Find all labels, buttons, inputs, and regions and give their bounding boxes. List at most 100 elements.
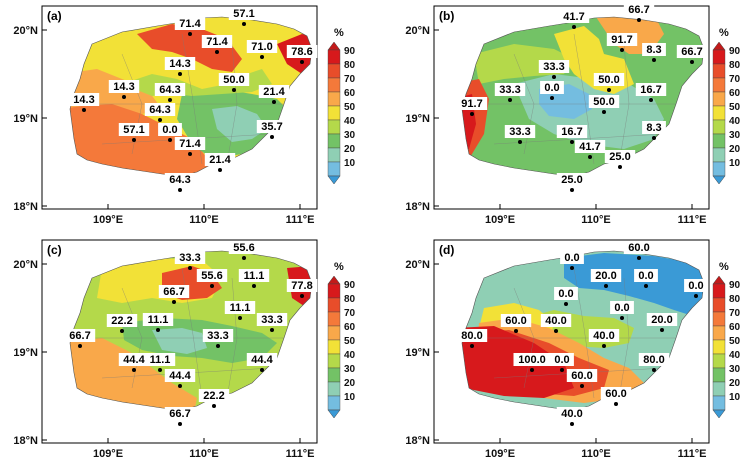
station-label-bg <box>118 353 150 366</box>
station-marker <box>649 98 653 102</box>
colorbar-segment <box>712 119 726 135</box>
colorbar-unit: % <box>334 27 344 39</box>
colorbar-unit: % <box>334 261 344 273</box>
station-marker <box>270 135 274 139</box>
map-panel: 33.355.655.6 11.177.866.722.2 11.111.133.3… <box>13 239 356 460</box>
colorbar-segment <box>712 147 726 163</box>
colorbar-segment <box>327 325 341 341</box>
station-value: 0.0 <box>558 288 573 300</box>
station-label-bg <box>258 85 290 98</box>
station-value: 91.7 <box>461 98 482 110</box>
island-map: 33.355.655.6 11.177.866.722.2 11.111.133.3… <box>64 241 318 426</box>
colorbar-tick-label: 40 <box>344 116 356 127</box>
colorbar-tick-label: 30 <box>344 364 356 375</box>
station-label-bg <box>238 269 270 282</box>
station-value: 16.7 <box>640 84 661 96</box>
station-value: 33.3 <box>543 61 564 73</box>
station-label-bg <box>556 125 588 138</box>
station-label-bg <box>642 121 666 134</box>
x-tick-label: 109°E <box>93 448 123 460</box>
x-tick-label: 110°E <box>581 214 610 226</box>
y-tick-label: 18°N <box>13 201 38 213</box>
station-marker <box>178 384 182 388</box>
station-value: 0.0 <box>544 82 559 94</box>
station-marker <box>508 98 512 102</box>
colorbar-tick-label: 10 <box>729 158 741 169</box>
station-value: 55.6 <box>201 270 222 282</box>
x-tick-label: 110°E <box>189 214 218 226</box>
station-value: 22.2 <box>203 390 224 402</box>
station-marker <box>82 108 86 112</box>
station-marker <box>570 266 574 270</box>
station-label-bg <box>634 269 658 282</box>
station-marker <box>132 368 136 372</box>
station-value: 33.3 <box>261 314 282 326</box>
station-label-bg <box>556 407 588 420</box>
station-marker <box>272 100 276 104</box>
station-label-bg <box>198 389 230 402</box>
station-label-bg <box>164 407 196 420</box>
colorbar-top-arrow <box>712 41 726 51</box>
station-label-bg <box>164 57 196 70</box>
colorbar-top-arrow <box>327 275 341 285</box>
station-marker <box>660 328 664 332</box>
station-label-bg <box>504 125 536 138</box>
colorbar-tick-label: 90 <box>344 46 356 57</box>
map-panel: 41.7 66.7 91.7 8.3 66.7 33.3 33.3 0.0 50.0 16.7 91… <box>405 3 741 226</box>
station-value: 50.0 <box>598 74 619 86</box>
station-marker <box>178 422 182 426</box>
station-label-bg <box>174 137 206 150</box>
station-label-bg <box>684 279 708 292</box>
colorbar-tick-label: 50 <box>344 336 356 347</box>
station-marker <box>572 25 576 29</box>
county-boundary <box>493 133 665 145</box>
y-tick-label: 19°N <box>405 113 430 125</box>
station-marker <box>168 98 172 102</box>
colorbar: 90 80 70 60 50 40 30 20 10% <box>712 27 741 185</box>
station-label-bg <box>600 387 632 400</box>
colorbar-segment <box>327 77 341 93</box>
colorbar-segment <box>327 147 341 163</box>
station-label-bg <box>201 35 233 48</box>
y-tick-label: 20°N <box>13 259 38 271</box>
station-label-bg <box>610 301 634 314</box>
station-label-bg <box>638 353 670 366</box>
station-marker <box>188 32 192 36</box>
coastline <box>461 16 705 177</box>
station-marker <box>570 422 574 426</box>
station-value: 0.0 <box>564 252 579 264</box>
colorbar-segment <box>327 297 341 313</box>
station-value: 64.3 <box>149 104 170 116</box>
station-value: 0.0 <box>688 280 703 292</box>
x-tick-label: 109°E <box>93 214 123 226</box>
station-label-bg <box>646 313 678 326</box>
colorbar-segment <box>712 325 726 341</box>
colorbar-segment <box>712 367 726 383</box>
station-marker <box>614 402 618 406</box>
station-value: 66.7 <box>169 408 190 420</box>
station-marker <box>470 344 474 348</box>
colorbar-segment <box>327 283 341 299</box>
station-label-bg <box>202 329 234 342</box>
y-tick-label: 18°N <box>13 435 38 447</box>
station-label-bg <box>196 269 228 282</box>
station-value: 50.0 <box>593 96 614 108</box>
station-label-bg <box>256 120 288 133</box>
station-label-bg <box>623 241 655 254</box>
station-marker <box>238 316 242 320</box>
station-value: 40.0 <box>545 315 566 327</box>
station-label-bg <box>588 95 620 108</box>
station-value: 66.7 <box>163 286 184 298</box>
colorbar-segment <box>327 49 341 65</box>
station-label-bg <box>174 17 206 30</box>
station-label-bg <box>246 40 278 53</box>
station-label-bg <box>513 353 551 366</box>
station-label-bg <box>590 269 622 282</box>
colorbar-segment <box>712 77 726 93</box>
station-value: 41.7 <box>563 11 584 23</box>
station-marker <box>560 368 564 372</box>
station-marker <box>514 329 518 333</box>
station-label-bg <box>556 173 588 186</box>
station-marker <box>300 60 304 64</box>
